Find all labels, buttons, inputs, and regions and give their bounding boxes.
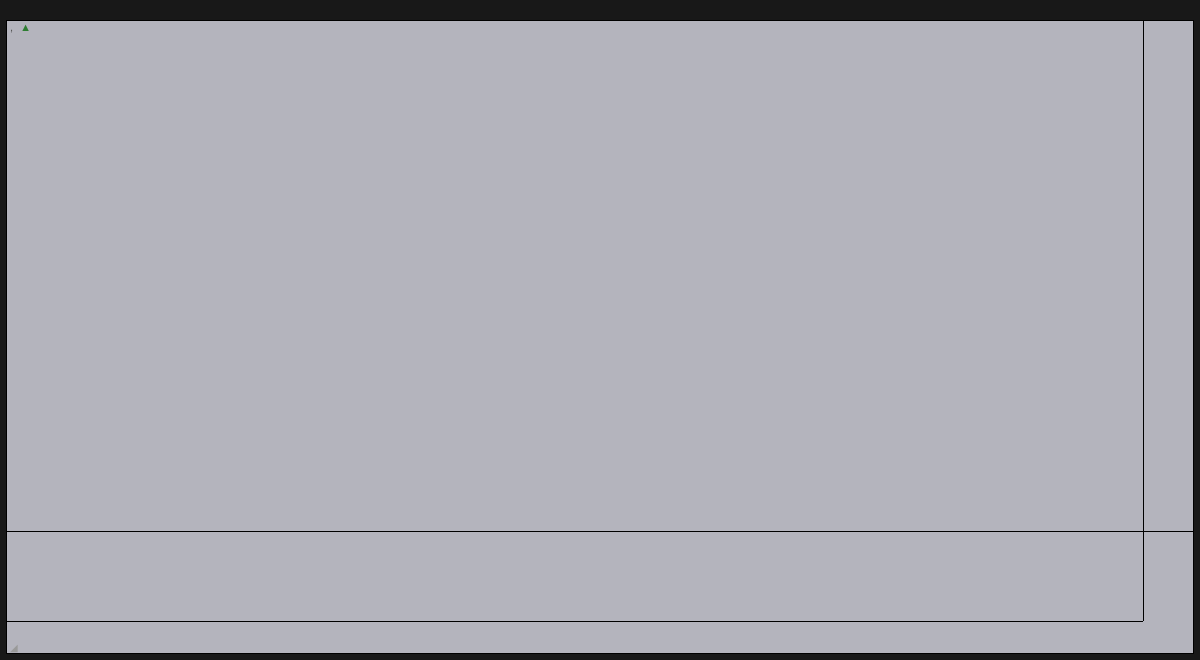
ohlc-bar: , ▲ <box>8 22 53 34</box>
arrow-up-icon: ▲ <box>20 22 31 34</box>
indicator-axis[interactable] <box>1143 531 1193 621</box>
chart-frame <box>6 20 1194 654</box>
tradingview-watermark <box>10 642 21 654</box>
time-axis[interactable] <box>7 621 1143 653</box>
price-axis[interactable] <box>1143 21 1193 531</box>
indicator-chart[interactable] <box>7 531 1143 621</box>
price-chart[interactable] <box>7 21 1143 531</box>
